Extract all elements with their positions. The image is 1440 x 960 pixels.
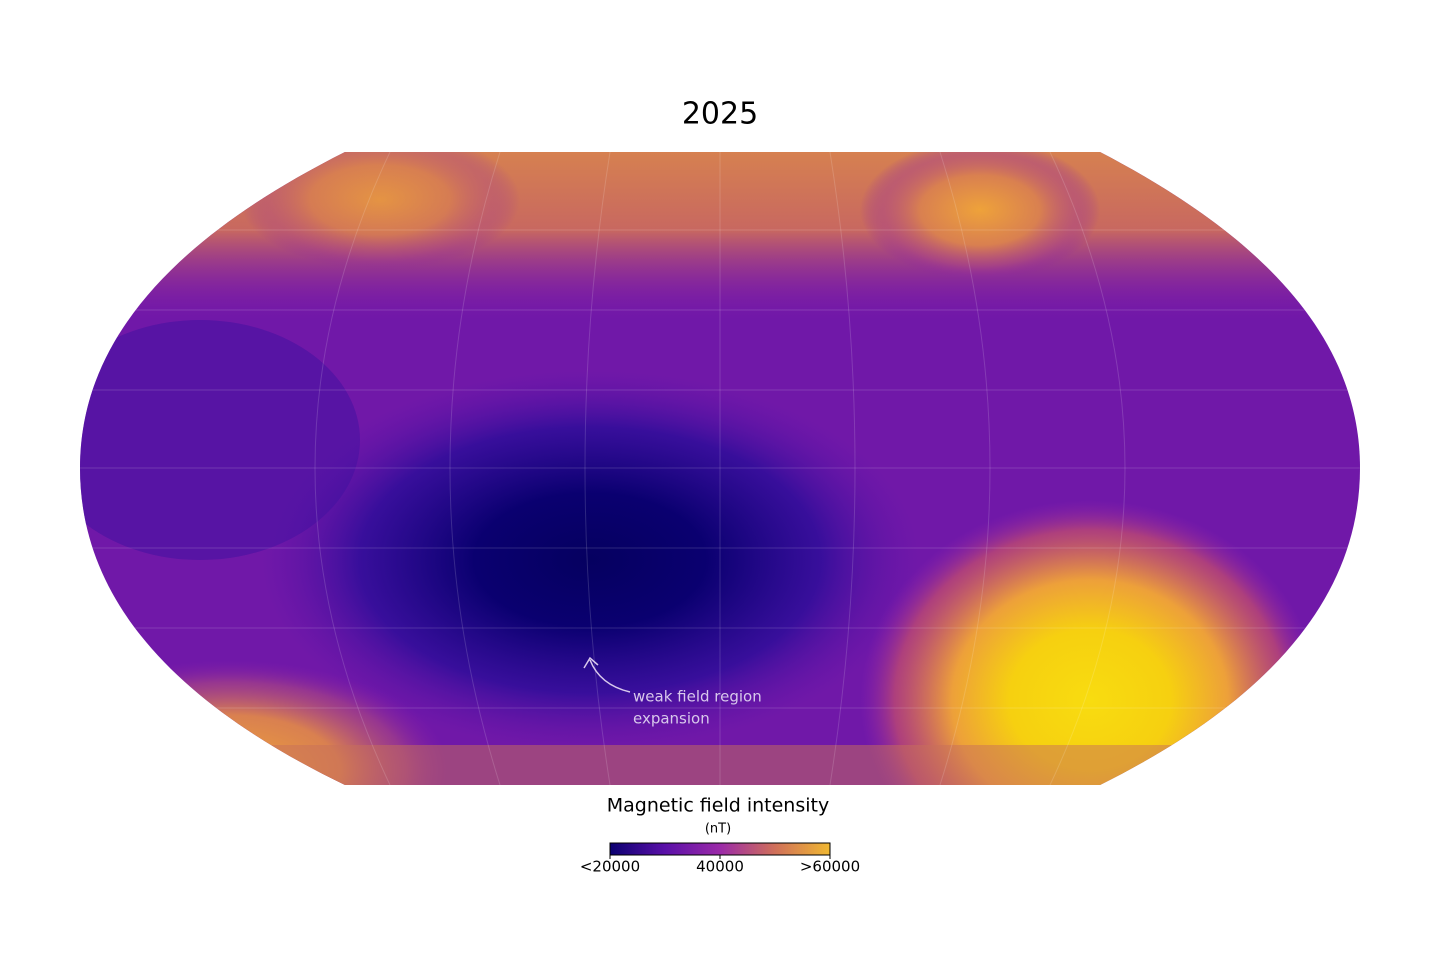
title: 2025 <box>682 97 758 132</box>
colorbar-title: Magnetic field intensity <box>607 795 829 817</box>
colorbar-tick-label: <20000 <box>580 858 640 876</box>
annotation-arrow <box>583 656 631 693</box>
field-map <box>80 152 1360 785</box>
graticule <box>80 152 1360 785</box>
colorbar-unit: (nT) <box>705 822 731 837</box>
colorbar-tick-label: >60000 <box>800 858 860 876</box>
colorbar <box>609 842 831 856</box>
annotation-line: expansion <box>633 710 710 728</box>
colorbar-tick-label: 40000 <box>696 858 744 876</box>
annotation-line: weak field region <box>633 688 762 706</box>
